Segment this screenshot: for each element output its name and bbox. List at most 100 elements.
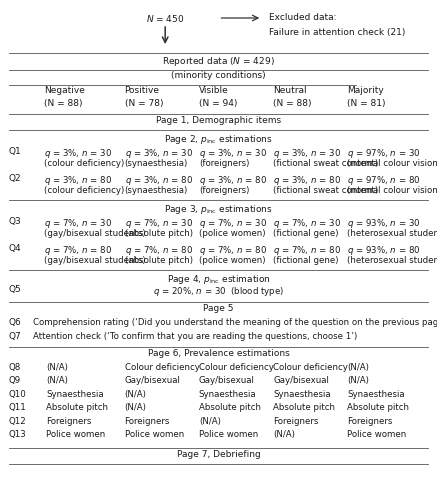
Text: (N/A): (N/A) bbox=[125, 403, 146, 412]
Text: Q12: Q12 bbox=[9, 416, 27, 426]
Text: $q$ = 7%, $n$ = 80: $q$ = 7%, $n$ = 80 bbox=[44, 244, 111, 257]
Text: $q$ = 3%, $n$ = 30: $q$ = 3%, $n$ = 30 bbox=[273, 146, 341, 160]
Text: (gay/bisexual students): (gay/bisexual students) bbox=[44, 228, 146, 237]
Text: $q$ = 93%, $n$ = 30: $q$ = 93%, $n$ = 30 bbox=[347, 216, 421, 230]
Text: (foreigners): (foreigners) bbox=[199, 186, 249, 195]
Text: Police women: Police women bbox=[347, 430, 407, 439]
Text: Page 7, Debriefing: Page 7, Debriefing bbox=[177, 450, 260, 459]
Text: (N/A): (N/A) bbox=[347, 376, 369, 385]
Text: Page 1, Demographic items: Page 1, Demographic items bbox=[156, 116, 281, 125]
Text: (N/A): (N/A) bbox=[125, 390, 146, 398]
Text: Q4: Q4 bbox=[9, 244, 21, 253]
Text: $q$ = 20%, $n$ = 30  (blood type): $q$ = 20%, $n$ = 30 (blood type) bbox=[153, 285, 284, 298]
Text: Gay/bisexual: Gay/bisexual bbox=[273, 376, 329, 385]
Text: Q7: Q7 bbox=[9, 332, 21, 340]
Text: Page 4, $p_{\mathregular{inc}}$ estimation: Page 4, $p_{\mathregular{inc}}$ estimati… bbox=[166, 272, 271, 285]
Text: Absolute pitch: Absolute pitch bbox=[46, 403, 108, 412]
Text: (absolute pitch): (absolute pitch) bbox=[125, 228, 193, 237]
Text: (gay/bisexual students): (gay/bisexual students) bbox=[44, 256, 146, 265]
Text: Absolute pitch: Absolute pitch bbox=[273, 403, 335, 412]
Text: Colour deficiency: Colour deficiency bbox=[199, 362, 274, 372]
Text: (synaesthesia): (synaesthesia) bbox=[125, 158, 188, 168]
Text: Positive: Positive bbox=[125, 86, 160, 95]
Text: Failure in attention check (21): Failure in attention check (21) bbox=[269, 28, 405, 37]
Text: Q5: Q5 bbox=[9, 285, 21, 294]
Text: $N$ = 450: $N$ = 450 bbox=[146, 13, 184, 24]
Text: Neutral: Neutral bbox=[273, 86, 307, 95]
Text: Synaesthesia: Synaesthesia bbox=[273, 390, 331, 398]
Text: (N = 88): (N = 88) bbox=[44, 98, 82, 108]
Text: (fictional gene): (fictional gene) bbox=[273, 256, 339, 265]
Text: Q8: Q8 bbox=[9, 362, 21, 372]
Text: (normal colour vision): (normal colour vision) bbox=[347, 186, 437, 195]
Text: (N = 88): (N = 88) bbox=[273, 98, 312, 108]
Text: $q$ = 3%, $n$ = 30: $q$ = 3%, $n$ = 30 bbox=[199, 146, 267, 160]
Text: (absolute pitch): (absolute pitch) bbox=[125, 256, 193, 265]
Text: (police women): (police women) bbox=[199, 256, 265, 265]
Text: Page 6, Prevalence estimations: Page 6, Prevalence estimations bbox=[148, 349, 289, 358]
Text: Gay/bisexual: Gay/bisexual bbox=[199, 376, 255, 385]
Text: (police women): (police women) bbox=[199, 228, 265, 237]
Text: Page 2, $p_{\mathregular{inc}}$ estimations: Page 2, $p_{\mathregular{inc}}$ estimati… bbox=[164, 132, 273, 145]
Text: Foreigners: Foreigners bbox=[125, 416, 170, 426]
Text: (minority conditions): (minority conditions) bbox=[171, 72, 266, 80]
Text: $q$ = 3%, $n$ = 80: $q$ = 3%, $n$ = 80 bbox=[44, 174, 111, 187]
Text: Police women: Police women bbox=[199, 430, 258, 439]
Text: (colour deficiency): (colour deficiency) bbox=[44, 186, 124, 195]
Text: $q$ = 3%, $n$ = 80: $q$ = 3%, $n$ = 80 bbox=[199, 174, 267, 187]
Text: $q$ = 7%, $n$ = 80: $q$ = 7%, $n$ = 80 bbox=[125, 244, 192, 257]
Text: Visible: Visible bbox=[199, 86, 229, 95]
Text: (N/A): (N/A) bbox=[273, 430, 295, 439]
Text: (N/A): (N/A) bbox=[46, 362, 68, 372]
Text: $q$ = 97%, $n$ = 30: $q$ = 97%, $n$ = 30 bbox=[347, 146, 421, 160]
Text: Q11: Q11 bbox=[9, 403, 27, 412]
Text: (heterosexual students): (heterosexual students) bbox=[347, 256, 437, 265]
Text: (N = 81): (N = 81) bbox=[347, 98, 386, 108]
Text: Synaesthesia: Synaesthesia bbox=[46, 390, 104, 398]
Text: (N = 94): (N = 94) bbox=[199, 98, 237, 108]
Text: $q$ = 7%, $n$ = 80: $q$ = 7%, $n$ = 80 bbox=[273, 244, 341, 257]
Text: (normal colour vision): (normal colour vision) bbox=[347, 158, 437, 168]
Text: Attention check (‘To confirm that you are reading the questions, choose 1’): Attention check (‘To confirm that you ar… bbox=[33, 332, 357, 340]
Text: $q$ = 7%, $n$ = 30: $q$ = 7%, $n$ = 30 bbox=[199, 216, 267, 230]
Text: (N/A): (N/A) bbox=[347, 362, 369, 372]
Text: Absolute pitch: Absolute pitch bbox=[199, 403, 261, 412]
Text: Foreigners: Foreigners bbox=[46, 416, 91, 426]
Text: $q$ = 3%, $n$ = 30: $q$ = 3%, $n$ = 30 bbox=[44, 146, 111, 160]
Text: Majority: Majority bbox=[347, 86, 384, 95]
Text: (heterosexual students): (heterosexual students) bbox=[347, 228, 437, 237]
Text: $q$ = 7%, $n$ = 30: $q$ = 7%, $n$ = 30 bbox=[44, 216, 111, 230]
Text: Page 5: Page 5 bbox=[203, 304, 234, 313]
Text: Synaesthesia: Synaesthesia bbox=[347, 390, 405, 398]
Text: $q$ = 3%, $n$ = 30: $q$ = 3%, $n$ = 30 bbox=[125, 146, 192, 160]
Text: $q$ = 7%, $n$ = 30: $q$ = 7%, $n$ = 30 bbox=[273, 216, 341, 230]
Text: $q$ = 97%, $n$ = 80: $q$ = 97%, $n$ = 80 bbox=[347, 174, 421, 187]
Text: Police women: Police women bbox=[125, 430, 184, 439]
Text: $q$ = 7%, $n$ = 30: $q$ = 7%, $n$ = 30 bbox=[125, 216, 192, 230]
Text: Colour deficiency: Colour deficiency bbox=[125, 362, 199, 372]
Text: (fictional sweat content): (fictional sweat content) bbox=[273, 186, 378, 195]
Text: (colour deficiency): (colour deficiency) bbox=[44, 158, 124, 168]
Text: Gay/bisexual: Gay/bisexual bbox=[125, 376, 180, 385]
Text: (fictional gene): (fictional gene) bbox=[273, 228, 339, 237]
Text: Police women: Police women bbox=[46, 430, 105, 439]
Text: Q13: Q13 bbox=[9, 430, 27, 439]
Text: (fictional sweat content): (fictional sweat content) bbox=[273, 158, 378, 168]
Text: Excluded data:: Excluded data: bbox=[269, 13, 336, 22]
Text: Q10: Q10 bbox=[9, 390, 27, 398]
Text: Synaesthesia: Synaesthesia bbox=[199, 390, 257, 398]
Text: $q$ = 3%, $n$ = 80: $q$ = 3%, $n$ = 80 bbox=[125, 174, 192, 187]
Text: $q$ = 93%, $n$ = 80: $q$ = 93%, $n$ = 80 bbox=[347, 244, 421, 257]
Text: Absolute pitch: Absolute pitch bbox=[347, 403, 409, 412]
Text: Negative: Negative bbox=[44, 86, 85, 95]
Text: (synaesthesia): (synaesthesia) bbox=[125, 186, 188, 195]
Text: (N/A): (N/A) bbox=[46, 376, 68, 385]
Text: (N/A): (N/A) bbox=[199, 416, 221, 426]
Text: $q$ = 3%, $n$ = 80: $q$ = 3%, $n$ = 80 bbox=[273, 174, 341, 187]
Text: (N = 78): (N = 78) bbox=[125, 98, 163, 108]
Text: Foreigners: Foreigners bbox=[273, 416, 319, 426]
Text: Page 3, $p_{\mathregular{inc}}$ estimations: Page 3, $p_{\mathregular{inc}}$ estimati… bbox=[164, 202, 273, 215]
Text: Q9: Q9 bbox=[9, 376, 21, 385]
Text: $q$ = 7%, $n$ = 80: $q$ = 7%, $n$ = 80 bbox=[199, 244, 267, 257]
Text: Q1: Q1 bbox=[9, 146, 21, 156]
